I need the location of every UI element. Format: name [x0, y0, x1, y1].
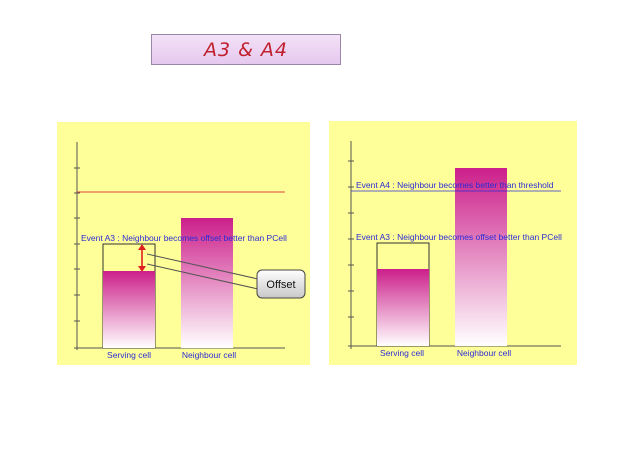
slide-title: A3 & A4 [203, 38, 289, 61]
y-axis-ticks [348, 160, 354, 318]
neighbour-cell-bar [455, 168, 507, 346]
y-axis-ticks [74, 167, 80, 322]
a3-event-label: Event A3 : Neighbour becomes offset bett… [81, 233, 287, 243]
neighbour-cell-label: Neighbour cell [457, 348, 511, 358]
left-diagram-panel: Event A3 : Neighbour becomes offset bett… [57, 122, 310, 365]
right-diagram: Event A4 : Neighbour becomes better than… [348, 141, 562, 358]
a3-event-label: Event A3 : Neighbour becomes offset bett… [356, 232, 562, 242]
serving-cell-label: Serving cell [380, 348, 424, 358]
a4-event-label: Event A4 : Neighbour becomes better than… [356, 180, 554, 190]
offset-callout-box [256, 269, 306, 299]
serving-cell-bar [377, 269, 429, 346]
neighbour-cell-label: Neighbour cell [182, 350, 236, 360]
neighbour-cell-bar [181, 218, 233, 348]
serving-cell-bar [103, 271, 155, 348]
offset-callout-label: Offset [266, 279, 295, 291]
left-diagram: Event A3 : Neighbour becomes offset bett… [74, 142, 306, 360]
slide-title-box: A3 & A4 [151, 34, 341, 65]
callout-pointer [146, 253, 259, 290]
serving-cell-label: Serving cell [107, 350, 151, 360]
right-diagram-panel: Event A4 : Neighbour becomes better than… [329, 121, 577, 365]
offset-arrow [138, 244, 146, 272]
